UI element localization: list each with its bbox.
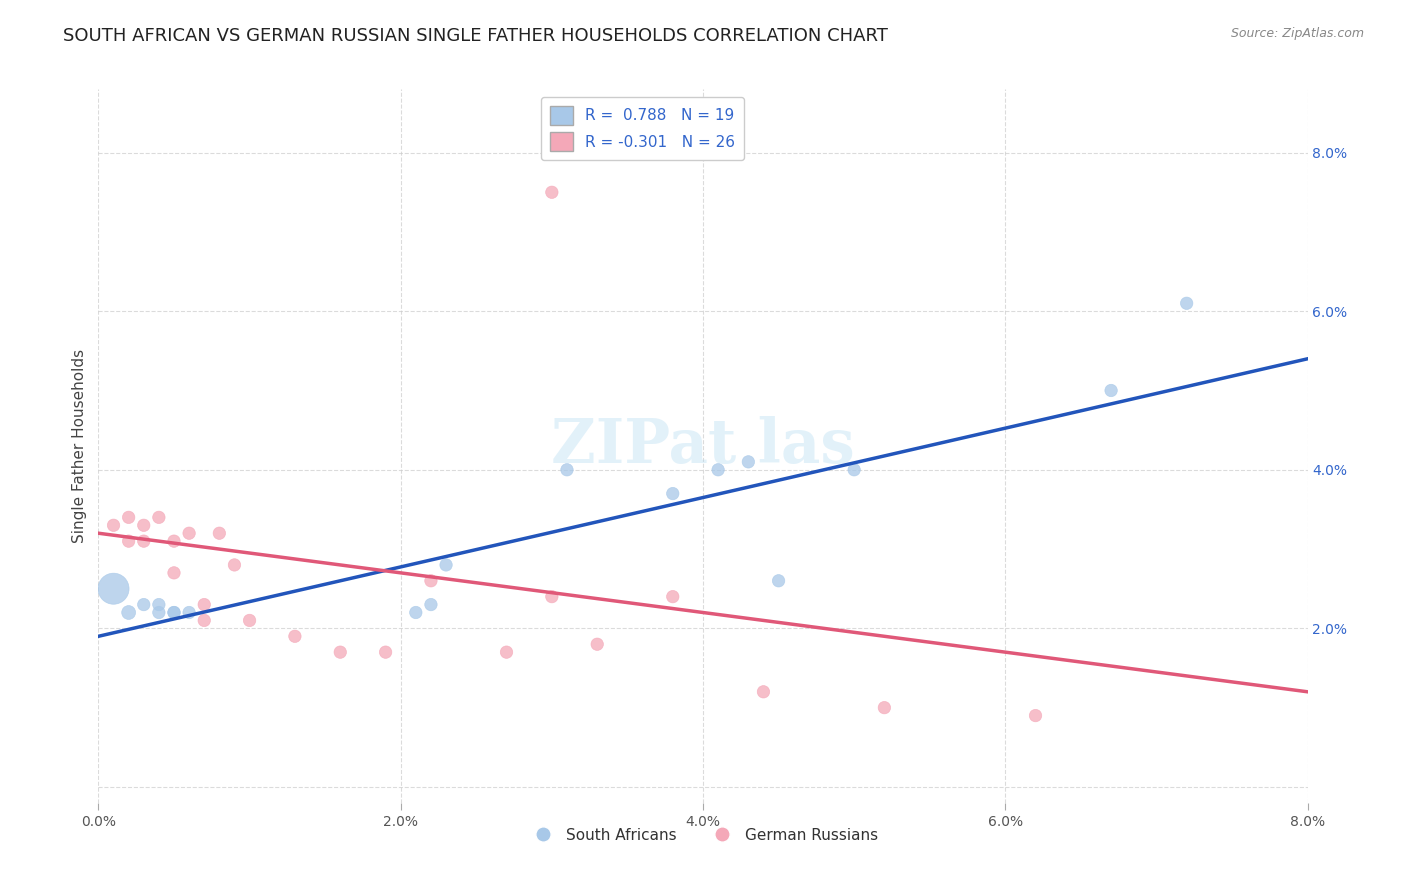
Point xyxy=(163,566,186,580)
Point xyxy=(118,510,141,524)
Point xyxy=(118,534,141,549)
Point xyxy=(752,685,775,699)
Point xyxy=(148,606,170,620)
Point xyxy=(737,455,759,469)
Point xyxy=(844,463,866,477)
Text: Source: ZipAtlas.com: Source: ZipAtlas.com xyxy=(1230,27,1364,40)
Point xyxy=(873,700,896,714)
Point xyxy=(420,598,443,612)
Point xyxy=(118,606,141,620)
Point xyxy=(707,463,730,477)
Point xyxy=(179,526,201,541)
Point xyxy=(540,186,562,200)
Point xyxy=(661,486,683,500)
Point xyxy=(661,590,683,604)
Point xyxy=(193,598,215,612)
Point xyxy=(420,574,443,588)
Text: SOUTH AFRICAN VS GERMAN RUSSIAN SINGLE FATHER HOUSEHOLDS CORRELATION CHART: SOUTH AFRICAN VS GERMAN RUSSIAN SINGLE F… xyxy=(63,27,889,45)
Point xyxy=(103,582,125,596)
Point xyxy=(132,534,155,549)
Point xyxy=(163,606,186,620)
Point xyxy=(148,598,170,612)
Point xyxy=(374,645,396,659)
Point xyxy=(1025,708,1047,723)
Point xyxy=(132,598,155,612)
Point xyxy=(163,606,186,620)
Point xyxy=(103,518,125,533)
Point xyxy=(540,590,562,604)
Point xyxy=(208,526,231,541)
Legend: South Africans, German Russians: South Africans, German Russians xyxy=(522,822,884,848)
Point xyxy=(555,463,578,477)
Point xyxy=(132,518,155,533)
Point xyxy=(148,510,170,524)
Point xyxy=(768,574,790,588)
Point xyxy=(329,645,352,659)
Point xyxy=(1099,384,1122,398)
Point xyxy=(163,534,186,549)
Point xyxy=(495,645,517,659)
Point xyxy=(239,614,262,628)
Point xyxy=(1175,296,1198,310)
Point xyxy=(434,558,457,572)
Point xyxy=(586,637,609,651)
Text: ZIPat las: ZIPat las xyxy=(551,416,855,476)
Point xyxy=(179,606,201,620)
Point xyxy=(405,606,427,620)
Point xyxy=(193,614,215,628)
Point xyxy=(224,558,246,572)
Y-axis label: Single Father Households: Single Father Households xyxy=(72,349,87,543)
Point xyxy=(284,629,307,643)
